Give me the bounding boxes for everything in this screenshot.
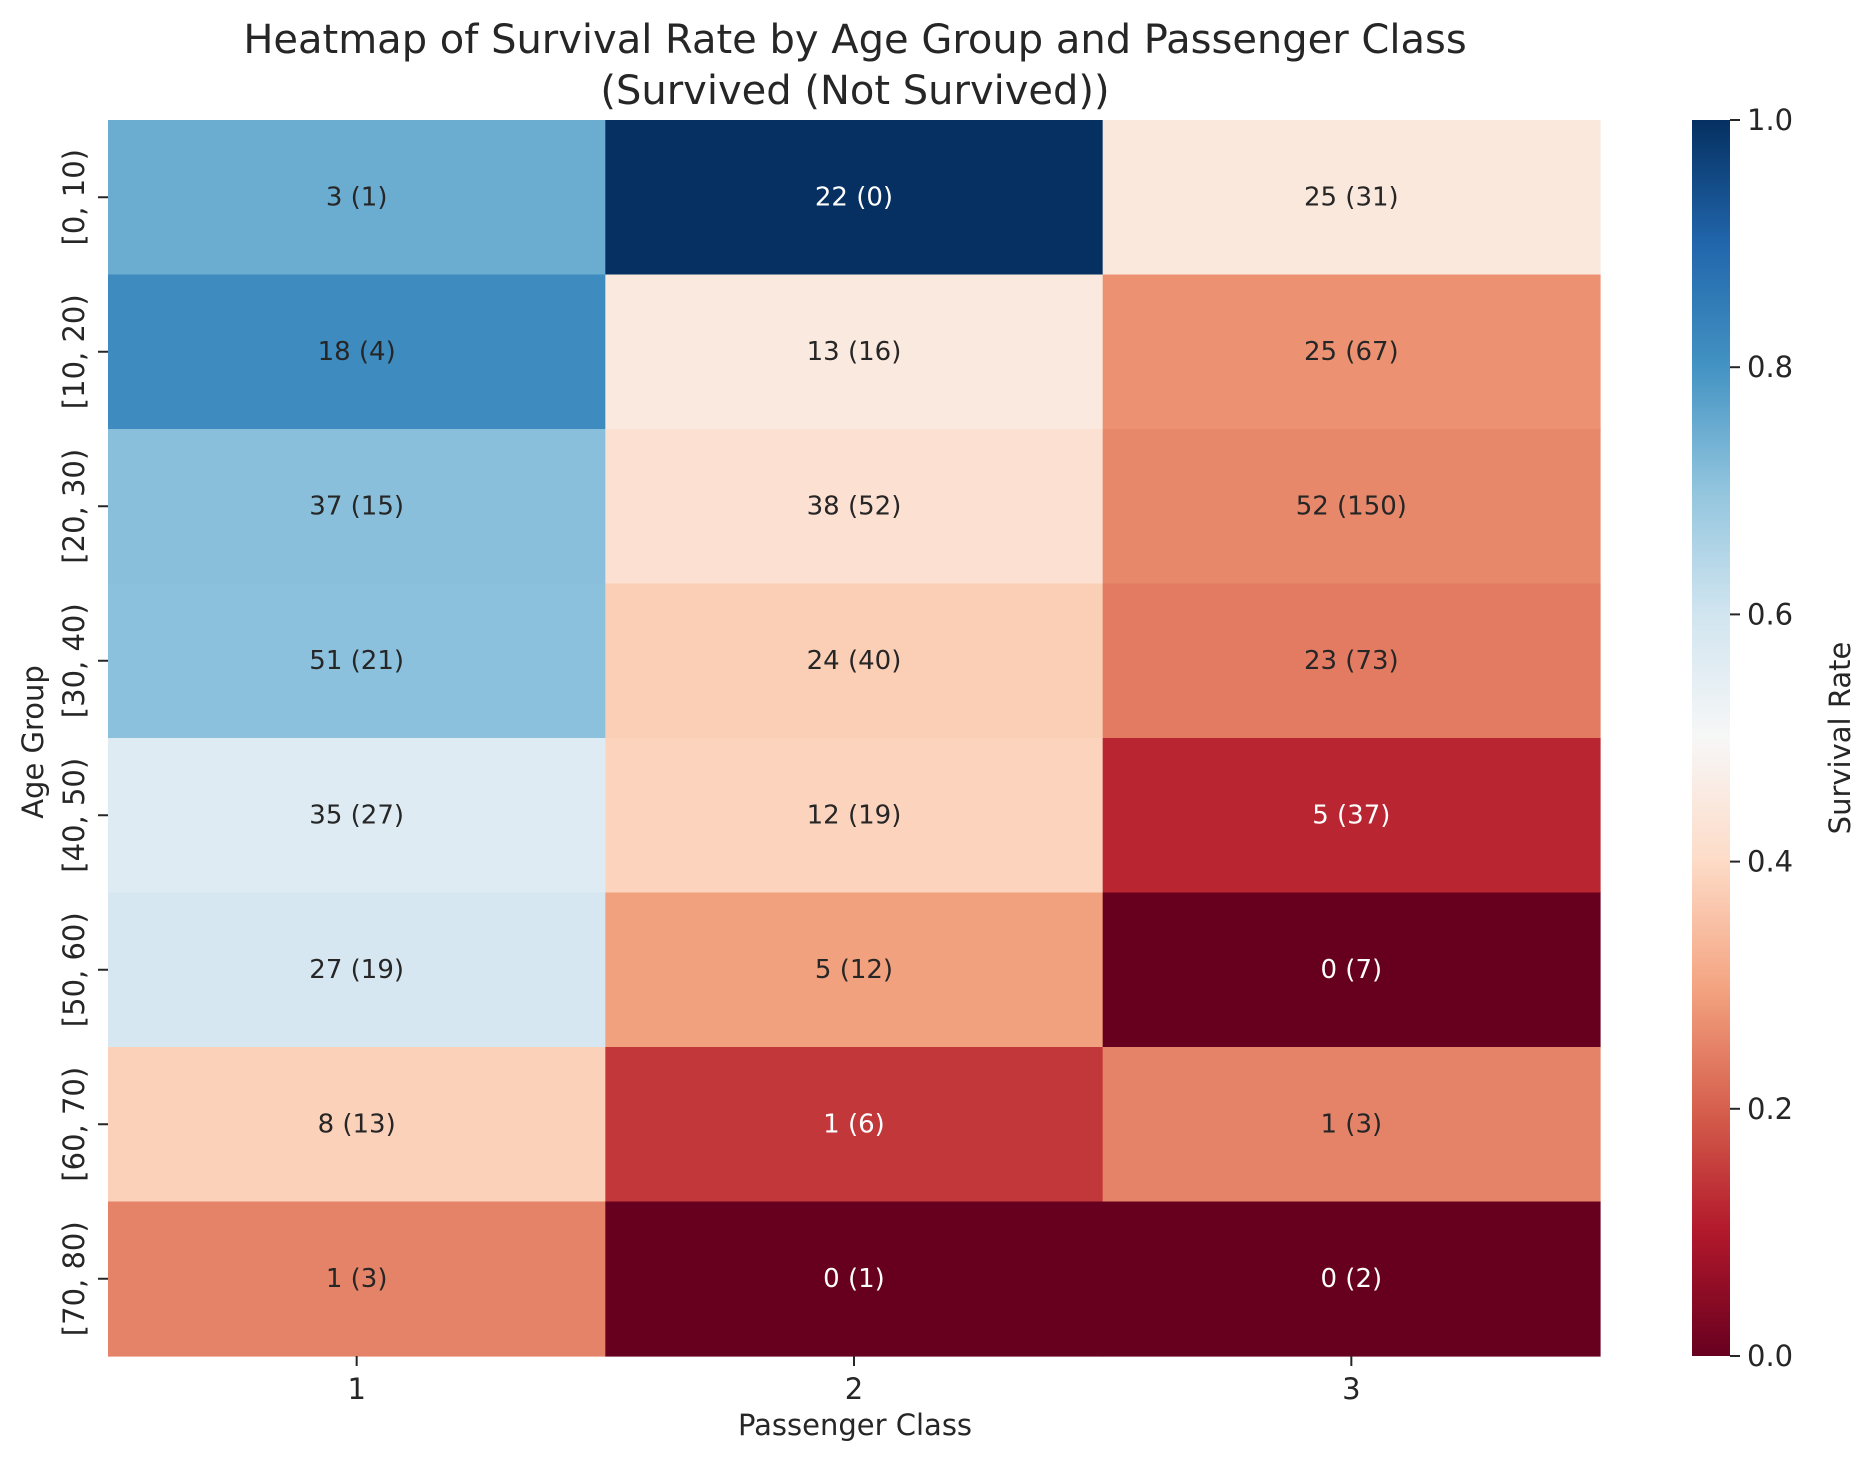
y-tick-label: [10, 20)	[57, 294, 91, 409]
y-tick-label: [50, 60)	[57, 912, 91, 1027]
chart-title: Heatmap of Survival Rate by Age Group an…	[243, 17, 1466, 63]
heatmap-cell	[1102, 583, 1601, 739]
cell-label: 35 (27)	[309, 800, 404, 830]
heatmap-cell	[1102, 892, 1601, 1048]
heatmap-cell	[1102, 1201, 1601, 1357]
y-axis-label: Age Group	[16, 665, 50, 819]
cell-label: 24 (40)	[807, 646, 902, 676]
x-tick-label: 2	[845, 1372, 863, 1406]
cell-label: 27 (19)	[309, 955, 404, 985]
heatmap-cell	[108, 1047, 606, 1203]
cell-label: 0 (2)	[1321, 1264, 1383, 1294]
y-tick-label: [40, 50)	[57, 758, 91, 873]
heatmap-cell	[108, 583, 606, 739]
cell-label: 38 (52)	[807, 491, 902, 521]
colorbar	[1692, 120, 1730, 1356]
heatmap-cell	[1102, 1047, 1601, 1203]
cell-label: 3 (1)	[326, 182, 388, 212]
cell-label: 13 (16)	[807, 337, 902, 367]
cell-label: 0 (1)	[823, 1264, 885, 1294]
colorbar-gradient	[1692, 120, 1730, 1356]
colorbar-tick-label: 0.2	[1747, 1092, 1793, 1126]
heatmap-cell	[605, 738, 1104, 894]
colorbar-axis: 0.0 0.2 0.4 0.6 0.8 1.0	[1730, 103, 1793, 1373]
cell-label: 25 (31)	[1304, 182, 1399, 212]
colorbar-tick-label: 0.4	[1747, 845, 1793, 879]
heatmap-cell	[1102, 274, 1601, 430]
y-axis: [0, 10) [10, 20) [20, 30) [30, 40) [40, 50) […	[57, 149, 108, 1336]
colorbar-tick-label: 0.6	[1747, 597, 1793, 631]
y-tick-label: [70, 80)	[57, 1221, 91, 1336]
heatmap-cells: 3 (1) 22 (0) 25 (31) 18 (4) 13 (16) 25 (67) 37…	[108, 120, 1601, 1357]
cell-label: 1 (3)	[326, 1264, 388, 1294]
heatmap-cell	[108, 120, 606, 276]
cell-label: 37 (15)	[309, 491, 404, 521]
heatmap-cell	[108, 1201, 606, 1357]
cell-label: 18 (4)	[318, 337, 396, 367]
heatmap-cell	[605, 1047, 1104, 1203]
x-tick-label: 1	[347, 1372, 365, 1406]
heatmap-cell	[605, 120, 1104, 276]
chart-subtitle: (Survived (Not Survived))	[600, 68, 1109, 114]
heatmap-cell	[605, 1201, 1104, 1357]
cell-label: 1 (6)	[823, 1109, 885, 1139]
heatmap-cell	[108, 274, 606, 430]
heatmap-cell	[108, 429, 606, 585]
cell-label: 52 (150)	[1296, 491, 1407, 521]
cell-label: 5 (37)	[1312, 800, 1390, 830]
cell-label: 23 (73)	[1304, 646, 1399, 676]
heatmap-cell	[605, 274, 1104, 430]
heatmap-cell	[1102, 120, 1601, 276]
heatmap-cell	[1102, 429, 1601, 585]
x-axis-label: Passenger Class	[738, 1408, 972, 1442]
colorbar-tick-label: 0.8	[1747, 350, 1793, 384]
heatmap-cell	[108, 892, 606, 1048]
heatmap-cell	[1102, 738, 1601, 894]
colorbar-label: Survival Rate	[1823, 642, 1857, 835]
colorbar-tick-label: 1.0	[1747, 103, 1793, 137]
heatmap-cell	[605, 892, 1104, 1048]
cell-label: 22 (0)	[815, 182, 893, 212]
cell-label: 51 (21)	[309, 646, 404, 676]
heatmap-cell	[108, 738, 606, 894]
cell-label: 25 (67)	[1304, 337, 1399, 367]
cell-label: 5 (12)	[815, 955, 893, 985]
y-tick-label: [60, 70)	[57, 1067, 91, 1182]
heatmap-cell	[605, 429, 1104, 585]
y-tick-label: [30, 40)	[57, 603, 91, 718]
x-tick-label: 3	[1342, 1372, 1360, 1406]
heatmap-cell	[605, 583, 1104, 739]
y-tick-label: [20, 30)	[57, 449, 91, 564]
y-tick-label: [0, 10)	[57, 149, 91, 245]
cell-label: 12 (19)	[807, 800, 902, 830]
cell-label: 0 (7)	[1321, 955, 1383, 985]
cell-label: 1 (3)	[1321, 1109, 1383, 1139]
cell-label: 8 (13)	[318, 1109, 396, 1139]
x-axis: 1 2 3	[347, 1356, 1361, 1406]
colorbar-tick-label: 0.0	[1747, 1339, 1793, 1373]
